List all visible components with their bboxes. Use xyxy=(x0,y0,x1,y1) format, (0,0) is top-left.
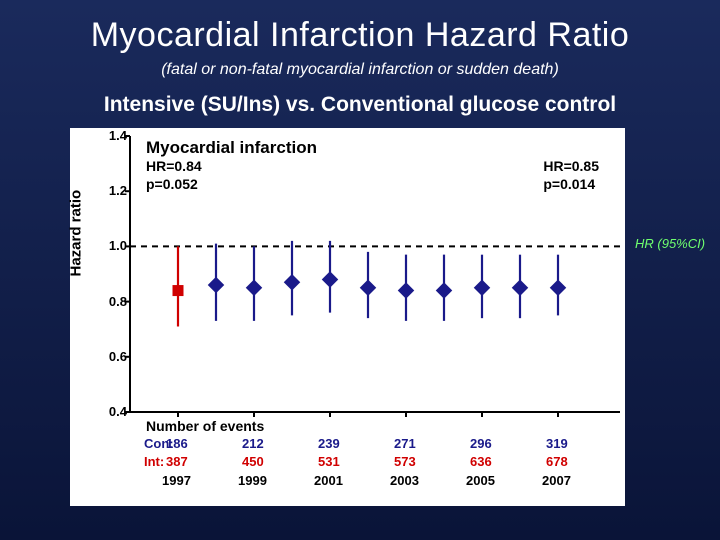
chart-panel: Hazard ratio Myocardial infarction HR=0.… xyxy=(70,128,625,506)
events-value: 239 xyxy=(318,436,340,451)
y-tick-label: 1.2 xyxy=(97,183,127,198)
events-title: Number of events xyxy=(146,418,264,434)
events-value: 319 xyxy=(546,436,568,451)
events-value: 636 xyxy=(470,454,492,469)
slide-title: Myocardial Infarction Hazard Ratio xyxy=(0,0,720,55)
events-value: 186 xyxy=(166,436,188,451)
hazard-ratio-chart xyxy=(70,128,625,418)
x-tick-label: 1999 xyxy=(238,473,267,488)
x-tick-label: 1997 xyxy=(162,473,191,488)
events-value: 531 xyxy=(318,454,340,469)
events-value: 271 xyxy=(394,436,416,451)
events-value: 212 xyxy=(242,436,264,451)
events-value: 296 xyxy=(470,436,492,451)
x-tick-label: 2001 xyxy=(314,473,343,488)
events-int-label: Int: xyxy=(144,454,164,469)
events-value: 387 xyxy=(166,454,188,469)
x-tick-label: 2003 xyxy=(390,473,419,488)
hr-ci-annotation: HR (95%CI) xyxy=(635,236,705,251)
events-value: 450 xyxy=(242,454,264,469)
y-tick-label: 1.4 xyxy=(97,128,127,143)
slide: Myocardial Infarction Hazard Ratio (fata… xyxy=(0,0,720,540)
slide-line2: Intensive (SU/Ins) vs. Conventional gluc… xyxy=(0,93,720,117)
y-tick-label: 0.4 xyxy=(97,404,127,419)
y-tick-label: 0.6 xyxy=(97,349,127,364)
events-value: 573 xyxy=(394,454,416,469)
y-tick-label: 0.8 xyxy=(97,294,127,309)
x-tick-label: 2007 xyxy=(542,473,571,488)
events-value: 678 xyxy=(546,454,568,469)
slide-subtitle: (fatal or non-fatal myocardial infarctio… xyxy=(0,61,720,79)
x-tick-label: 2005 xyxy=(466,473,495,488)
y-tick-label: 1.0 xyxy=(97,238,127,253)
